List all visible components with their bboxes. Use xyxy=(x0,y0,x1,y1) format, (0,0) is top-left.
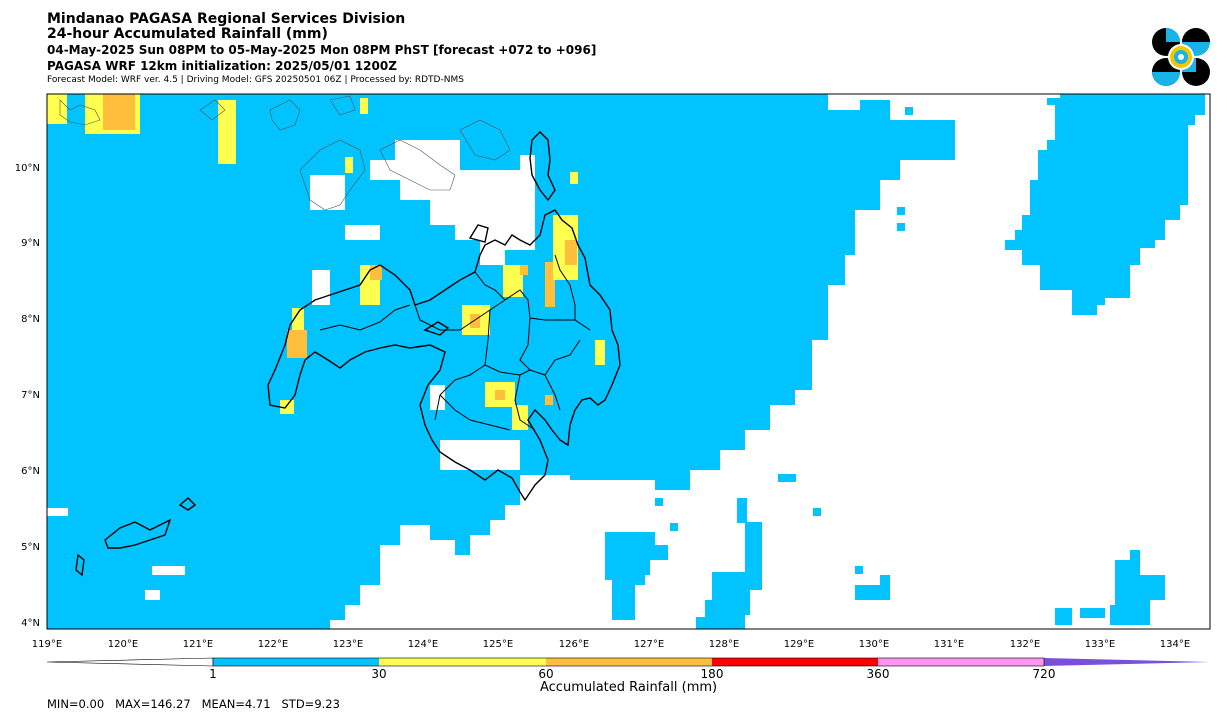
lon-tick-label: 127°E xyxy=(634,639,664,650)
colorbar-label: 720 xyxy=(1033,667,1056,681)
lon-tick-label: 133°E xyxy=(1085,639,1115,650)
rain-region-east xyxy=(1005,94,1205,315)
lon-tick-label: 122°E xyxy=(258,639,288,650)
lon-tick-label: 134°E xyxy=(1160,639,1190,650)
colorbar-segment-180-360 xyxy=(712,658,878,666)
colorbar: 1 30 60 180 360 720 xyxy=(46,657,1210,681)
colorbar-under-extension xyxy=(46,657,214,667)
lon-axis: 119°E 120°E 121°E 122°E 123°E 124°E 125°… xyxy=(32,639,1190,650)
lat-tick-label: 8°N xyxy=(21,314,40,325)
rainfall-field xyxy=(47,94,1210,629)
colorbar-segment-1-30 xyxy=(213,658,379,666)
pagasa-logo xyxy=(1152,28,1210,86)
lat-tick-label: 7°N xyxy=(21,390,40,401)
lon-tick-label: 129°E xyxy=(784,639,814,650)
coastlines xyxy=(75,131,621,577)
lat-tick-label: 9°N xyxy=(21,238,40,249)
lon-tick-label: 123°E xyxy=(333,639,363,650)
colorbar-segment-60-180 xyxy=(546,658,712,666)
colorbar-label: 180 xyxy=(701,667,724,681)
statistics-summary: MIN=0.00 MAX=146.27 MEAN=4.71 STD=9.23 xyxy=(47,697,340,711)
colorbar-over-extension xyxy=(1044,658,1210,666)
province-boundaries xyxy=(319,254,591,431)
colorbar-label: 30 xyxy=(371,667,386,681)
lon-tick-label: 124°E xyxy=(408,639,438,650)
lat-axis: 10°N 9°N 8°N 7°N 6°N 5°N 4°N xyxy=(15,163,40,629)
lon-tick-label: 128°E xyxy=(709,639,739,650)
lat-tick-label: 10°N xyxy=(15,163,40,174)
lat-tick-label: 6°N xyxy=(21,466,40,477)
colorbar-label: 1 xyxy=(209,667,217,681)
rain-cells-30-180mm xyxy=(47,94,605,430)
colorbar-label: 60 xyxy=(538,667,553,681)
chart-subtitle: 24-hour Accumulated Rainfall (mm) xyxy=(47,26,328,42)
lon-tick-label: 132°E xyxy=(1010,639,1040,650)
colorbar-segment-30-60 xyxy=(379,658,546,666)
colorbar-title: Accumulated Rainfall (mm) xyxy=(540,680,718,695)
colorbar-segment-360-720 xyxy=(878,658,1044,666)
lon-tick-label: 130°E xyxy=(859,639,889,650)
model-info: Forecast Model: WRF ver. 4.5 | Driving M… xyxy=(47,75,464,85)
chart-title: Mindanao PAGASA Regional Services Divisi… xyxy=(47,11,406,27)
colorbar-label: 360 xyxy=(867,667,890,681)
map-frame xyxy=(46,93,1211,630)
lon-tick-label: 121°E xyxy=(183,639,213,650)
lon-tick-label: 120°E xyxy=(108,639,138,650)
lon-tick-label: 126°E xyxy=(559,639,589,650)
forecast-period: 04-May-2025 Sun 08PM to 05-May-2025 Mon … xyxy=(47,43,597,57)
lat-tick-label: 4°N xyxy=(21,618,40,629)
lon-tick-label: 131°E xyxy=(934,639,964,650)
lat-tick-label: 5°N xyxy=(21,542,40,553)
model-initialization: PAGASA WRF 12km initialization: 2025/05/… xyxy=(47,59,397,73)
lon-tick-label: 125°E xyxy=(483,639,513,650)
visayas-outlines xyxy=(59,95,511,211)
rain-region-west xyxy=(47,94,955,629)
lon-tick-label: 119°E xyxy=(32,639,62,650)
